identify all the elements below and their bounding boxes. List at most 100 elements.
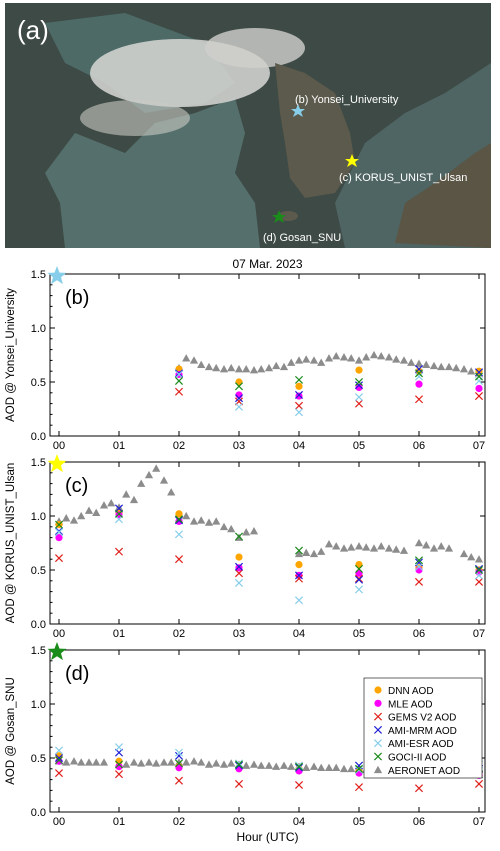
panel-b: 0.0 0.5 1.0 1.5 00 01 02 03 04 05 06 07 AOD @ Yonsei… xyxy=(5,266,486,452)
data-point xyxy=(339,544,349,552)
x-marker-stroke xyxy=(354,564,364,573)
x-marker-stroke xyxy=(174,759,184,768)
x-tick-label: 05 xyxy=(353,816,365,828)
series-aeronet-aod xyxy=(174,350,484,377)
x-marker-stroke xyxy=(294,390,304,399)
data-point xyxy=(295,382,303,390)
data-point xyxy=(362,543,371,551)
data-point xyxy=(242,528,251,536)
x-marker-stroke xyxy=(294,401,304,410)
data-point xyxy=(354,399,364,408)
site-label: (c) KORUS_UNIST_Ulsan xyxy=(339,172,467,184)
data-point xyxy=(373,725,383,734)
data-point xyxy=(414,577,424,586)
x-marker-stroke xyxy=(54,520,64,529)
x-marker-stroke xyxy=(114,743,124,752)
data-point xyxy=(62,514,71,522)
data-point xyxy=(272,361,281,370)
x-marker-stroke xyxy=(373,739,383,748)
x-marker-stroke xyxy=(54,527,64,536)
data-point xyxy=(174,759,184,768)
x-marker-stroke xyxy=(174,376,184,385)
data-point xyxy=(174,555,184,564)
x-marker-stroke xyxy=(474,577,484,586)
data-point xyxy=(234,402,244,411)
data-point xyxy=(114,770,124,779)
data-point xyxy=(374,686,382,694)
y-tick-label: 0.5 xyxy=(31,565,46,577)
x-marker-stroke xyxy=(174,776,184,785)
data-point xyxy=(54,527,64,536)
data-point xyxy=(234,394,244,403)
plot-frame xyxy=(49,461,486,625)
x-marker-stroke xyxy=(294,780,304,790)
data-point xyxy=(392,355,401,363)
legend-item: AMI-ESR AOD xyxy=(373,739,454,750)
data-point xyxy=(294,356,304,364)
data-point xyxy=(182,758,191,766)
x-tick-label: 06 xyxy=(413,628,425,640)
plot-frame xyxy=(49,273,486,437)
panel-label: (d) xyxy=(65,663,89,685)
data-point xyxy=(474,779,484,788)
panel-label-a: (a) xyxy=(17,15,49,45)
data-point xyxy=(242,364,251,373)
data-point xyxy=(294,761,304,770)
data-point xyxy=(415,367,423,375)
data-point xyxy=(257,761,266,769)
legend: DNN AOD MLE AOD GEMS V2 AOD AMI-MRM AOD AMI-… xyxy=(363,677,483,779)
data-point xyxy=(347,543,356,551)
data-point xyxy=(354,574,364,583)
legend-item: AERONET AOD xyxy=(373,765,460,777)
dust-cloud xyxy=(205,28,305,68)
data-point xyxy=(129,758,139,766)
data-point xyxy=(182,354,191,362)
data-point xyxy=(317,358,326,366)
data-point xyxy=(384,353,394,361)
x-marker-stroke xyxy=(414,369,424,378)
data-point xyxy=(373,765,383,774)
data-point xyxy=(69,757,79,765)
x-marker-stroke xyxy=(234,394,244,403)
x-tick-label: 04 xyxy=(293,440,305,452)
data-point xyxy=(414,556,424,565)
series-aeronet-aod xyxy=(54,464,484,563)
data-point xyxy=(234,532,244,541)
x-marker-stroke xyxy=(174,370,184,379)
data-point xyxy=(189,757,199,765)
data-point xyxy=(407,358,416,366)
x-marker-stroke xyxy=(174,516,184,525)
data-point xyxy=(354,393,364,402)
legend-label: AERONET AOD xyxy=(388,766,460,777)
data-point xyxy=(295,392,303,400)
data-point xyxy=(339,353,349,361)
data-point xyxy=(444,362,454,371)
data-point xyxy=(309,762,319,770)
data-point xyxy=(174,530,184,539)
data-point xyxy=(54,756,64,765)
data-point xyxy=(294,401,304,410)
data-point xyxy=(197,360,206,368)
data-point xyxy=(114,503,124,511)
x-marker-stroke xyxy=(294,574,304,583)
x-tick-label: 03 xyxy=(233,628,245,640)
data-point xyxy=(339,764,349,773)
data-point xyxy=(212,517,221,525)
data-point xyxy=(355,366,363,374)
data-point xyxy=(295,561,303,569)
korean-peninsula xyxy=(275,63,355,198)
data-point xyxy=(182,511,191,520)
data-point xyxy=(429,544,439,552)
data-point xyxy=(107,498,116,507)
data-point xyxy=(234,578,244,587)
x-marker-stroke xyxy=(114,770,124,779)
x-tick-label: 03 xyxy=(233,440,245,452)
legend-item: GOCI-II AOD xyxy=(373,752,446,764)
data-point xyxy=(294,546,304,555)
x-marker-stroke xyxy=(354,574,364,583)
x-marker-stroke xyxy=(234,578,244,587)
x-marker-stroke xyxy=(354,381,364,390)
data-point xyxy=(137,759,146,767)
aod-time-series-chart: 07 Mar. 2023 0.0 0.5 1.0 1.5 00 01 02 03 04 05 06 07… xyxy=(5,257,486,844)
x-marker-stroke xyxy=(174,555,184,564)
